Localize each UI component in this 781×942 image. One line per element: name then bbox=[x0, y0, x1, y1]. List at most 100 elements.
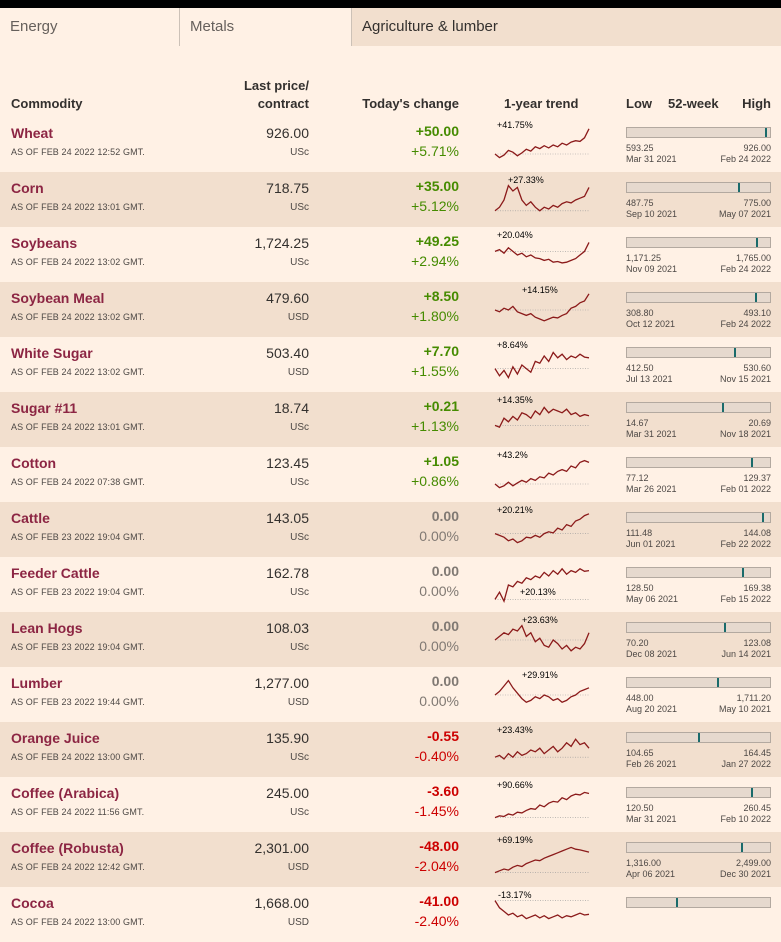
as-of-timestamp: AS OF FEB 24 2022 13:02 GMT. bbox=[11, 257, 145, 267]
52-week-range-marker bbox=[741, 843, 743, 852]
last-price: 245.00 bbox=[266, 785, 309, 801]
table-row[interactable]: Soybeans AS OF FEB 24 2022 13:02 GMT. 1,72… bbox=[0, 227, 781, 282]
change-value: +49.25 bbox=[415, 233, 459, 249]
commodity-name-link[interactable]: Soybean Meal bbox=[11, 290, 105, 306]
table-row[interactable]: Sugar #11 AS OF FEB 24 2022 13:01 GMT. 18.… bbox=[0, 392, 781, 447]
52-week-low: 448.00 Aug 20 2021 bbox=[626, 693, 677, 715]
trend-label: +20.21% bbox=[497, 505, 533, 515]
table-row[interactable]: Feeder Cattle AS OF FEB 23 2022 19:04 GMT… bbox=[0, 557, 781, 612]
52-week-low-value: 1,316.00 bbox=[626, 858, 662, 868]
change-value: -41.00 bbox=[419, 893, 459, 909]
trend-label: +69.19% bbox=[497, 835, 533, 845]
trend-sparkline bbox=[494, 184, 590, 212]
commodity-name-link[interactable]: Orange Juice bbox=[11, 730, 100, 746]
table-row[interactable]: Corn AS OF FEB 24 2022 13:01 GMT. 718.75 US… bbox=[0, 172, 781, 227]
52-week-range-marker bbox=[762, 513, 764, 522]
52-week-low-date: Mar 31 2021 bbox=[626, 429, 677, 439]
52-week-low-value: 111.48 bbox=[626, 528, 653, 538]
tab-agriculture-lumber[interactable]: Agriculture & lumber bbox=[352, 8, 781, 46]
52-week-range-bar bbox=[626, 567, 771, 578]
52-week-low: 487.75 Sep 10 2021 bbox=[626, 198, 677, 220]
trend-label: +43.2% bbox=[497, 450, 528, 460]
table-row[interactable]: Coffee (Arabica) AS OF FEB 24 2022 11:56 … bbox=[0, 777, 781, 832]
table-row[interactable]: Cotton AS OF FEB 24 2022 07:38 GMT. 123.45… bbox=[0, 447, 781, 502]
table-row[interactable]: Cocoa AS OF FEB 24 2022 13:00 GMT. 1,668.0… bbox=[0, 887, 781, 942]
trend-line bbox=[494, 846, 590, 874]
trend-line bbox=[494, 459, 590, 489]
52-week-range-marker bbox=[765, 128, 767, 137]
commodity-name-link[interactable]: Cattle bbox=[11, 510, 50, 526]
commodity-name-link[interactable]: Lean Hogs bbox=[11, 620, 83, 636]
52-week-range-bar bbox=[626, 677, 771, 688]
52-week-high: 1,765.00 Feb 24 2022 bbox=[720, 253, 771, 275]
table-row[interactable]: White Sugar AS OF FEB 24 2022 13:02 GMT. 5… bbox=[0, 337, 781, 392]
52-week-low: 593.25 Mar 31 2021 bbox=[626, 143, 677, 165]
trend-label: +23.43% bbox=[497, 725, 533, 735]
52-week-range-marker bbox=[734, 348, 736, 357]
change-percent: 0.00% bbox=[419, 693, 459, 709]
change-percent: +5.71% bbox=[411, 143, 459, 159]
52-week-range-marker bbox=[722, 403, 724, 412]
table-row[interactable]: Lean Hogs AS OF FEB 23 2022 19:04 GMT. 108… bbox=[0, 612, 781, 667]
as-of-timestamp: AS OF FEB 24 2022 13:00 GMT. bbox=[11, 917, 145, 927]
change-percent: 0.00% bbox=[419, 638, 459, 654]
52-week-high: 144.08 Feb 22 2022 bbox=[720, 528, 771, 550]
price-unit: USc bbox=[290, 257, 309, 268]
52-week-low-value: 120.50 bbox=[626, 803, 654, 813]
52-week-high-date: Feb 15 2022 bbox=[720, 594, 771, 604]
trend-sparkline bbox=[494, 624, 590, 652]
price-unit: USD bbox=[287, 312, 309, 323]
last-price: 718.75 bbox=[266, 180, 309, 196]
change-percent: 0.00% bbox=[419, 528, 459, 544]
commodity-name-link[interactable]: Feeder Cattle bbox=[11, 565, 100, 581]
trend-sparkline bbox=[494, 406, 590, 429]
header-todays-change: Today's change bbox=[362, 96, 459, 111]
commodity-name-link[interactable]: Lumber bbox=[11, 675, 63, 691]
commodity-name-link[interactable]: Coffee (Robusta) bbox=[11, 840, 124, 856]
change-value: +8.50 bbox=[423, 288, 459, 304]
as-of-timestamp: AS OF FEB 24 2022 13:01 GMT. bbox=[11, 422, 145, 432]
commodity-name-link[interactable]: White Sugar bbox=[11, 345, 93, 361]
change-value: +50.00 bbox=[415, 123, 459, 139]
52-week-high: 2,499.00 Dec 30 2021 bbox=[720, 858, 771, 880]
change-percent: +1.80% bbox=[411, 308, 459, 324]
52-week-range-bar bbox=[626, 512, 771, 523]
table-row[interactable]: Lumber AS OF FEB 23 2022 19:44 GMT. 1,277.… bbox=[0, 667, 781, 722]
trend-line bbox=[494, 406, 590, 429]
commodity-name-link[interactable]: Soybeans bbox=[11, 235, 78, 251]
table-row[interactable]: Soybean Meal AS OF FEB 24 2022 13:02 GMT.… bbox=[0, 282, 781, 337]
52-week-low-value: 448.00 bbox=[626, 693, 654, 703]
52-week-range-marker bbox=[717, 678, 719, 687]
as-of-timestamp: AS OF FEB 24 2022 12:42 GMT. bbox=[11, 862, 145, 872]
change-value: 0.00 bbox=[431, 618, 459, 634]
52-week-high-value: 926.00 bbox=[743, 143, 771, 153]
commodity-name-link[interactable]: Coffee (Arabica) bbox=[11, 785, 120, 801]
table-row[interactable]: Coffee (Robusta) AS OF FEB 24 2022 12:42 … bbox=[0, 832, 781, 887]
commodity-name-link[interactable]: Corn bbox=[11, 180, 44, 196]
commodity-name-link[interactable]: Cocoa bbox=[11, 895, 54, 911]
trend-sparkline bbox=[494, 679, 590, 703]
trend-line bbox=[494, 567, 590, 604]
trend-label: +20.13% bbox=[520, 587, 556, 597]
trend-label: -13.17% bbox=[498, 890, 532, 900]
52-week-high-value: 1,711.20 bbox=[736, 693, 771, 703]
table-row[interactable]: Wheat AS OF FEB 24 2022 12:52 GMT. 926.00 U… bbox=[0, 117, 781, 172]
tab-energy[interactable]: Energy bbox=[0, 8, 180, 46]
trend-line bbox=[494, 791, 590, 819]
tab-metals[interactable]: Metals bbox=[180, 8, 352, 46]
52-week-high-date: Feb 24 2022 bbox=[720, 154, 771, 164]
as-of-timestamp: AS OF FEB 24 2022 13:02 GMT. bbox=[11, 312, 145, 322]
52-week-high-date: May 07 2021 bbox=[718, 209, 771, 219]
52-week-low-date: Jun 01 2021 bbox=[626, 539, 676, 549]
52-week-low-date: Feb 26 2021 bbox=[626, 759, 677, 769]
last-price: 143.05 bbox=[266, 510, 309, 526]
table-row[interactable]: Cattle AS OF FEB 23 2022 19:04 GMT. 143.05… bbox=[0, 502, 781, 557]
header-last-price: Last price/ contract bbox=[244, 78, 309, 111]
commodity-name-link[interactable]: Cotton bbox=[11, 455, 57, 471]
table-row[interactable]: Orange Juice AS OF FEB 24 2022 13:00 GMT.… bbox=[0, 722, 781, 777]
last-price: 1,277.00 bbox=[254, 675, 310, 691]
commodity-name-link[interactable]: Wheat bbox=[11, 125, 53, 141]
52-week-low-value: 70.20 bbox=[626, 638, 649, 648]
commodity-name-link[interactable]: Sugar #11 bbox=[11, 400, 78, 416]
price-unit: USc bbox=[290, 587, 309, 598]
